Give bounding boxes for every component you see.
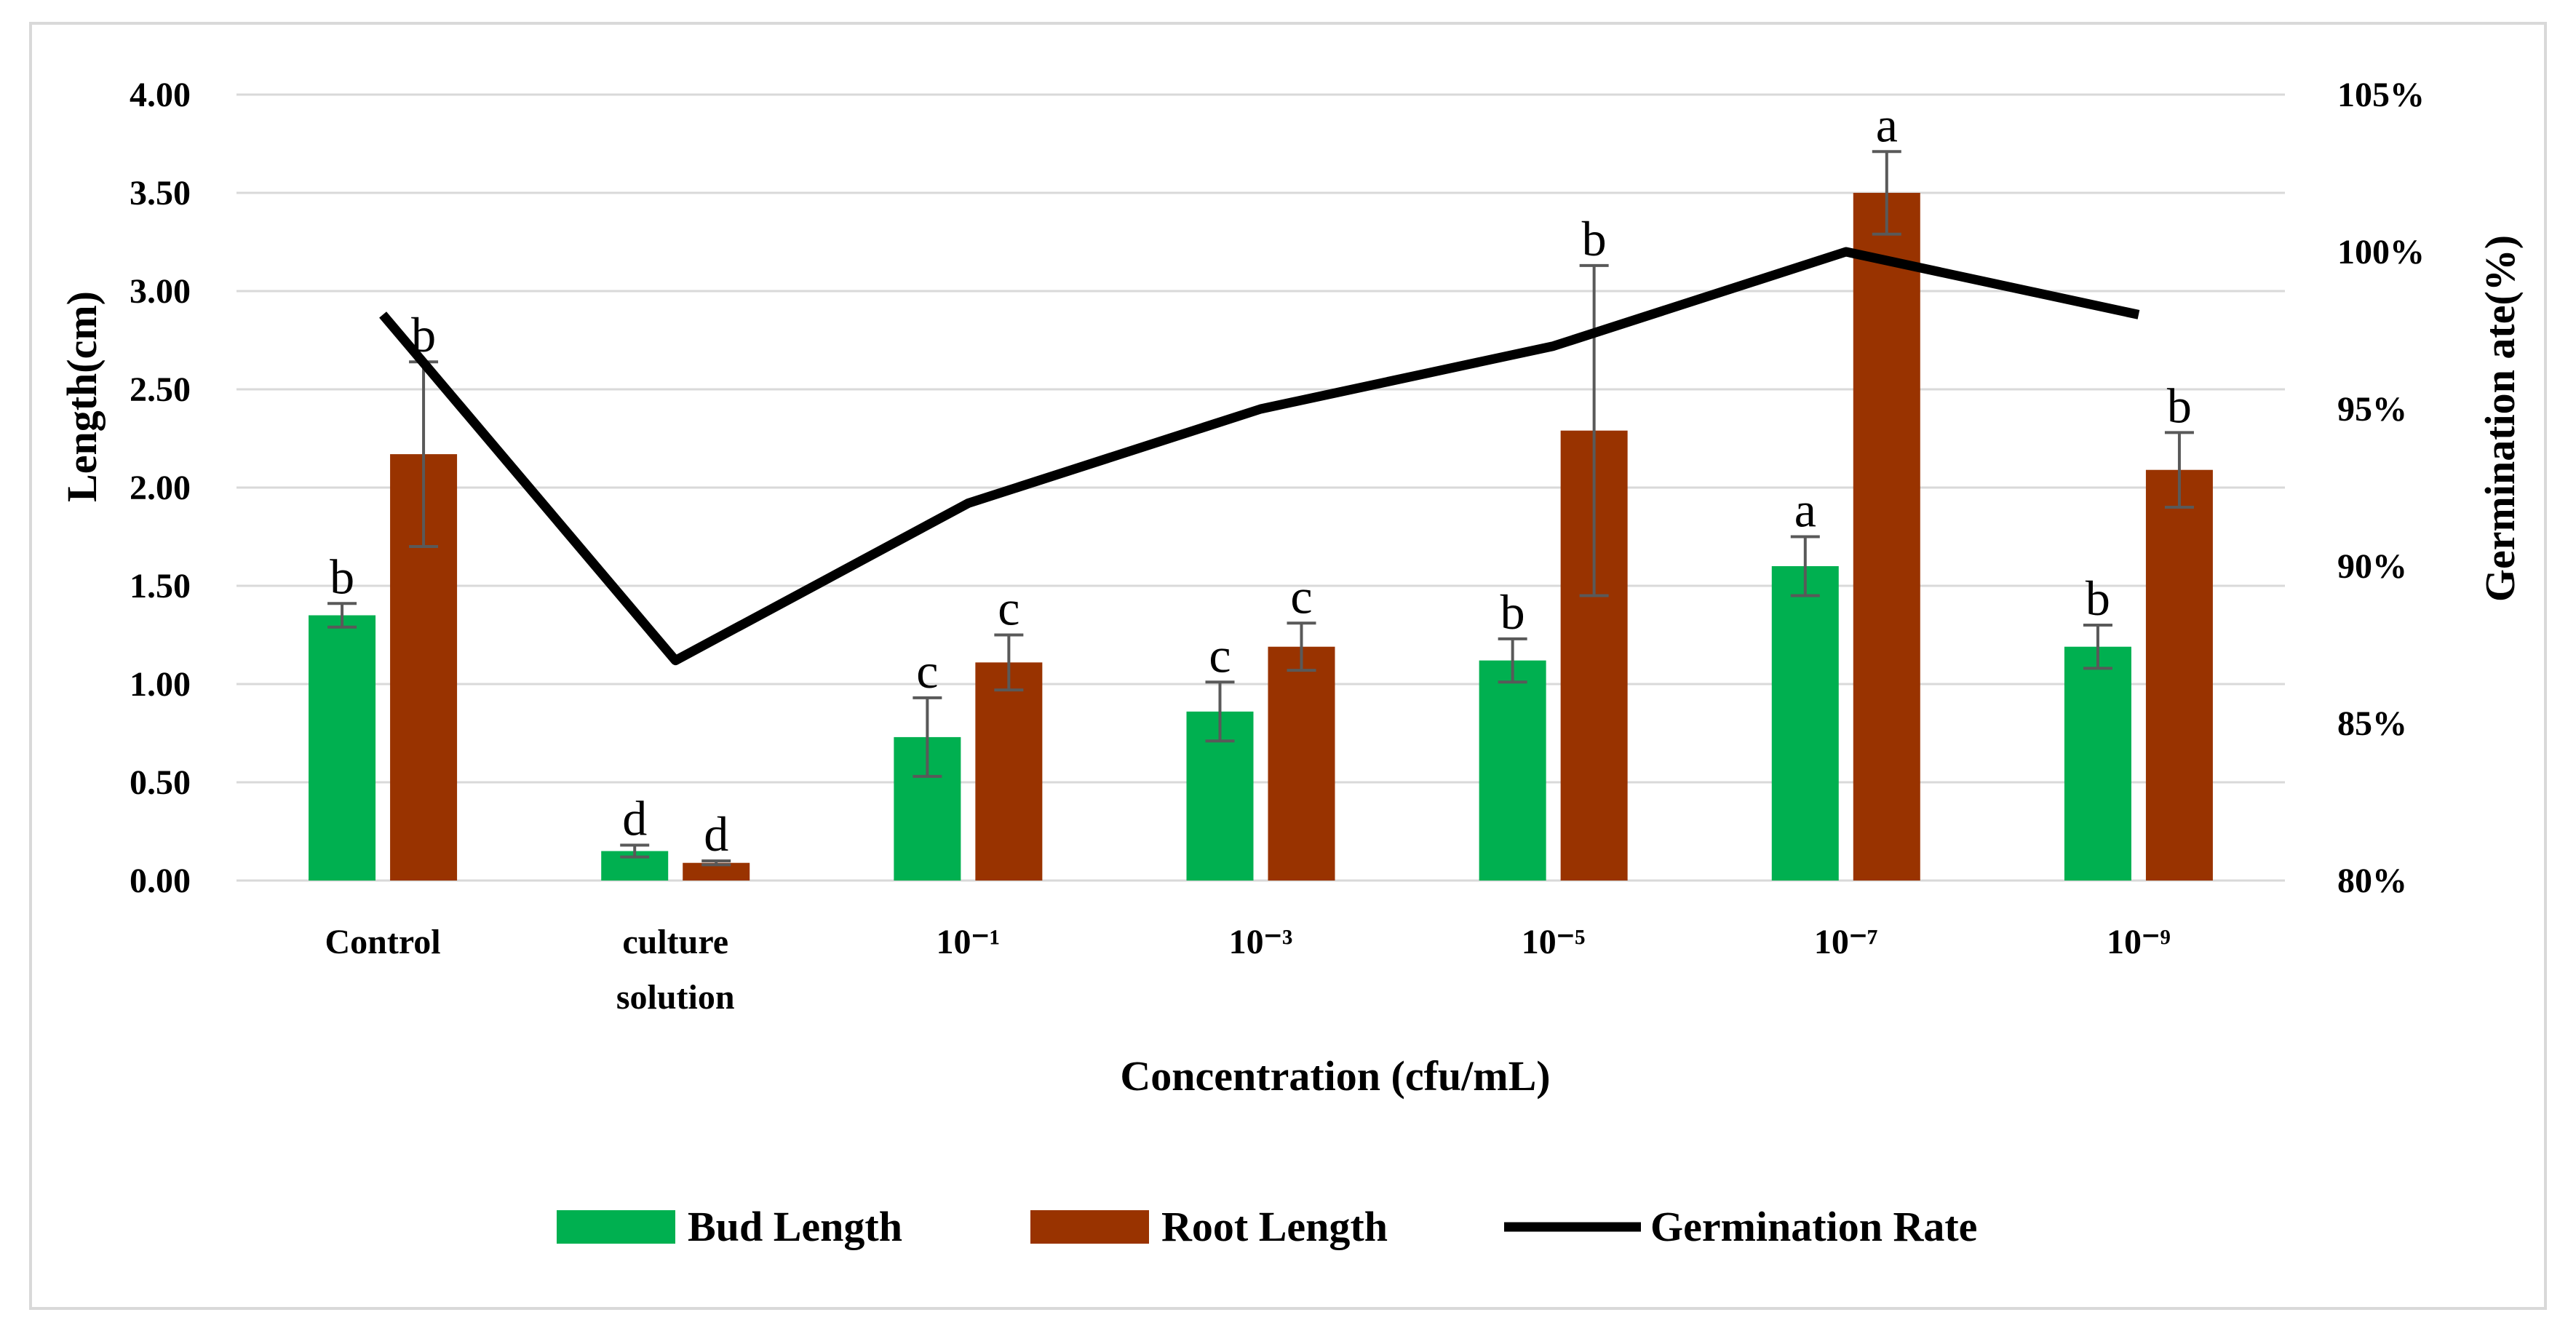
significance-letter: b [1582, 211, 1607, 266]
legend: Bud Length Root Length Germination Rate [557, 1203, 1977, 1250]
y2-tick-label: 100% [2337, 233, 2425, 271]
significance-letter: a [1876, 97, 1898, 152]
category-label: 10⁻⁵ [1522, 923, 1586, 961]
error-bars [327, 150, 2194, 867]
significance-letter: c [1290, 568, 1312, 624]
y2-tick-label: 85% [2337, 704, 2407, 743]
bud-length-bar [2064, 646, 2131, 881]
x-axis-title: Concentration (cfu/mL) [1120, 1052, 1550, 1100]
category-label: solution [616, 978, 735, 1017]
significance-letters: b d c c b a b b d c c b a b [330, 97, 2192, 862]
y-axis-title: Length(cm) [58, 291, 106, 502]
significance-letter: d [704, 806, 728, 862]
root-length-bar [2145, 469, 2213, 881]
y2-tick-label: 80% [2337, 862, 2407, 900]
legend-swatch-bud [557, 1210, 675, 1244]
legend-label-root: Root Length [1161, 1203, 1388, 1250]
y-tick-label: 0.50 [130, 763, 191, 802]
category-label: culture [622, 923, 728, 961]
legend-label-bud: Bud Length [688, 1203, 902, 1250]
category-label: 10⁻¹ [936, 923, 1000, 961]
significance-letter: d [622, 790, 647, 846]
germination-line [379, 247, 2140, 666]
significance-letter: b [411, 307, 436, 362]
y-tick-label: 2.50 [130, 370, 191, 409]
category-label: 10⁻⁷ [1814, 923, 1878, 961]
legend-label-germination: Germination Rate [1650, 1203, 1977, 1250]
y-tick-label: 1.50 [130, 567, 191, 605]
y-tick-label: 0.00 [130, 862, 191, 900]
significance-letter: b [330, 549, 354, 604]
germination-rate-line [379, 247, 2140, 666]
root-length-bar [975, 662, 1043, 881]
significance-letter: a [1794, 482, 1816, 538]
left-axis-ticks: 0.00 0.50 1.00 1.50 2.00 2.50 3.00 3.50 4.00 [130, 76, 191, 900]
category-label: 10⁻³ [1229, 923, 1293, 961]
significance-letter: b [1500, 584, 1525, 640]
bud-length-bar [309, 615, 376, 881]
y-tick-label: 1.00 [130, 665, 191, 704]
bud-length-bar [1479, 660, 1546, 881]
category-label: Control [325, 923, 441, 961]
right-axis-ticks: 80% 85% 90% 95% 100% 105% [2337, 76, 2425, 900]
y-tick-label: 2.00 [130, 469, 191, 507]
y-tick-label: 3.00 [130, 272, 191, 311]
significance-letter: b [2086, 571, 2110, 626]
significance-letter: b [2167, 378, 2192, 433]
bars [309, 193, 2213, 881]
significance-letter: c [1209, 627, 1231, 683]
y-tick-label: 4.00 [130, 76, 191, 114]
gridlines [236, 93, 2285, 882]
category-labels: Control culture solution 10⁻¹ 10⁻³ 10⁻⁵ 10⁻⁷ 10… [325, 923, 2171, 1017]
root-length-bar [1853, 193, 1920, 881]
y-tick-label: 3.50 [130, 174, 191, 212]
y2-tick-label: 95% [2337, 390, 2407, 429]
legend-swatch-root [1030, 1210, 1149, 1244]
bud-length-bar [1771, 566, 1839, 881]
category-label: 10⁻⁹ [2107, 923, 2171, 961]
y2-axis-title: Germination ate(%) [2476, 235, 2524, 602]
significance-letter: c [916, 643, 938, 699]
root-length-bar [1268, 646, 1335, 881]
y2-tick-label: 90% [2337, 547, 2407, 586]
significance-letter: c [998, 581, 1019, 636]
y2-tick-label: 105% [2337, 76, 2425, 114]
